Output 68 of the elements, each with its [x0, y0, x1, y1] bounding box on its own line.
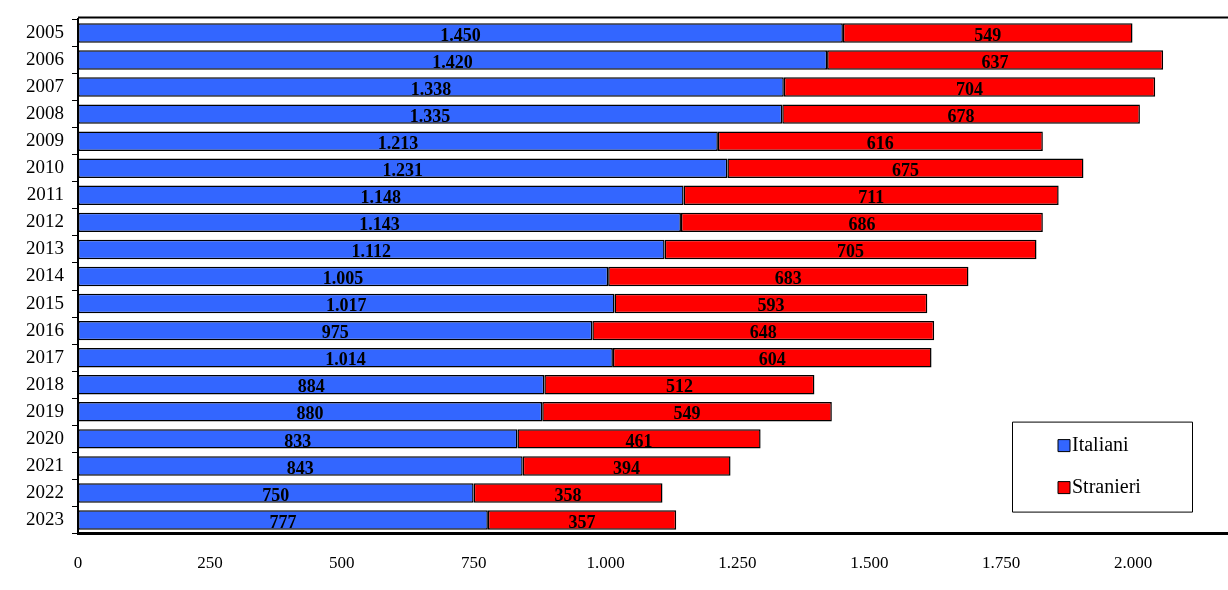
data-label: 461 [625, 430, 653, 451]
y-tick-label: 2023 [26, 508, 64, 530]
data-label: 705 [837, 241, 865, 262]
y-tick-label: 2011 [26, 183, 64, 205]
y-tick-label: 2009 [26, 129, 64, 151]
data-label: 686 [848, 214, 876, 235]
data-label: 1.017 [326, 295, 367, 316]
y-tick-label: 2014 [26, 264, 65, 286]
data-label: 750 [262, 484, 290, 505]
x-tick-label: 0 [73, 553, 83, 573]
data-label: 675 [891, 159, 919, 180]
x-tick-label: 1.750 [982, 553, 1021, 573]
data-label: 1.420 [432, 51, 473, 72]
y-tick-label: 2010 [26, 156, 64, 178]
x-tick-label: 2.000 [1113, 553, 1153, 573]
y-tick-label: 2007 [26, 75, 64, 97]
x-tick-label: 1.000 [586, 553, 625, 573]
y-tick-label: 2008 [26, 102, 64, 124]
y-tick-label: 2021 [26, 453, 64, 475]
y-tick-label: 2012 [26, 210, 64, 232]
data-label: 593 [757, 295, 785, 316]
x-tick-label: 250 [197, 553, 223, 573]
x-tick-label: 500 [329, 553, 355, 573]
legend-label: Stranieri [1072, 474, 1142, 497]
data-label: 604 [758, 349, 786, 370]
data-label: 549 [974, 24, 1002, 45]
data-label: 1.335 [409, 105, 451, 126]
data-label: 1.231 [382, 159, 423, 180]
data-label: 975 [321, 322, 349, 343]
data-label: 1.148 [360, 186, 402, 207]
x-tick-label: 1.250 [718, 553, 757, 573]
y-tick-label: 2022 [26, 480, 64, 502]
data-label: 1.450 [440, 24, 481, 45]
y-tick-label: 2019 [26, 399, 64, 421]
data-label: 1.213 [377, 132, 419, 153]
data-label: 777 [269, 511, 297, 532]
y-tick-label: 2006 [26, 47, 64, 69]
data-label: 678 [947, 105, 975, 126]
y-tick-label: 2005 [26, 20, 64, 42]
y-tick-label: 2013 [26, 237, 64, 259]
data-label: 616 [866, 132, 894, 153]
y-tick-label: 2016 [26, 318, 64, 340]
data-label: 358 [554, 484, 582, 505]
x-tick-label: 750 [460, 553, 487, 573]
data-label: 1.005 [322, 268, 364, 289]
data-label: 880 [296, 403, 324, 424]
x-tick-label: 1.500 [850, 553, 889, 573]
y-tick-label: 2017 [26, 345, 64, 367]
data-label: 683 [774, 268, 802, 289]
data-label: 1.338 [410, 78, 452, 99]
data-label: 1.014 [325, 349, 366, 370]
data-label: 1.112 [351, 241, 392, 262]
data-label: 357 [568, 511, 596, 532]
data-label: 704 [956, 78, 984, 99]
data-label: 833 [284, 430, 312, 451]
data-label: 394 [613, 457, 641, 478]
data-label: 512 [665, 376, 693, 397]
y-tick-label: 2020 [26, 426, 64, 448]
data-label: 637 [981, 51, 1009, 72]
data-label: 648 [749, 322, 777, 343]
legend-label: Italiani [1072, 432, 1130, 455]
data-label: 1.143 [359, 214, 400, 235]
data-label: 884 [297, 376, 325, 397]
data-label: 711 [858, 186, 885, 207]
y-tick-label: 2015 [26, 291, 64, 313]
y-tick-label: 2018 [26, 372, 64, 394]
data-label: 843 [286, 457, 314, 478]
data-label: 549 [673, 403, 701, 424]
